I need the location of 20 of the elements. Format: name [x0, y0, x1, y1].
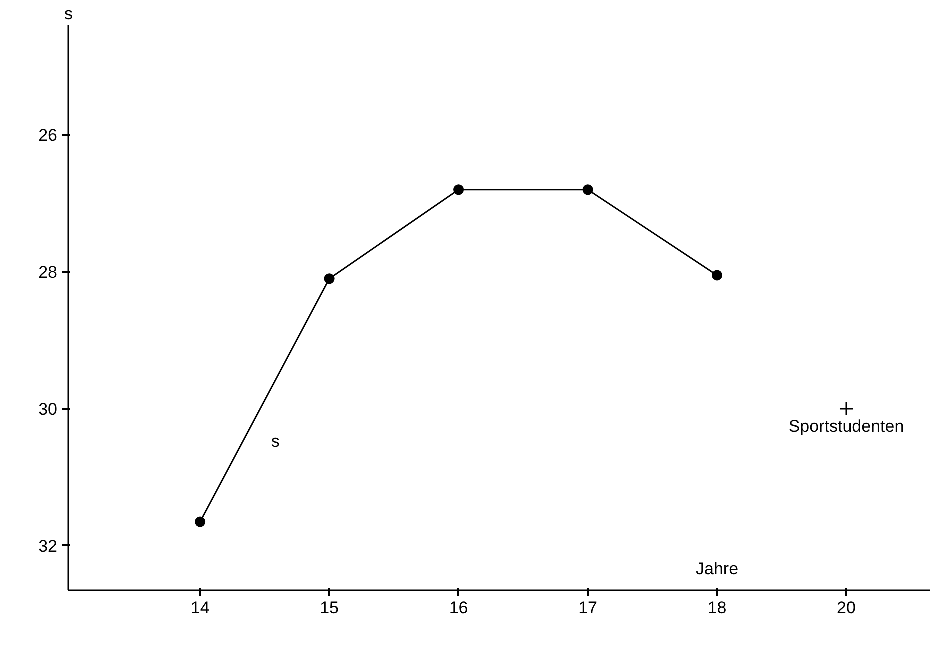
point [454, 184, 464, 196]
x-tick-label: 20 [837, 598, 856, 618]
y-axis-title: s [64, 4, 73, 24]
x-tick-label: 16 [449, 598, 468, 618]
x-tick-label: 17 [578, 598, 598, 618]
y-tick-label: 28 [38, 263, 58, 282]
y-tick-label: 30 [38, 400, 58, 420]
point [712, 270, 723, 281]
point [195, 516, 206, 528]
x-tick-label: 14 [190, 598, 210, 618]
point [324, 274, 335, 284]
point [582, 184, 594, 196]
y-tick-label: 32 [38, 536, 58, 556]
x-axis-title: Jahre [696, 560, 739, 578]
x-tick-label: 18 [708, 598, 727, 618]
point [839, 402, 854, 416]
series-label: s [271, 432, 280, 452]
x-tick-label: 15 [320, 598, 340, 618]
series-label: Sportstudenten [788, 417, 904, 436]
y-tick-label: 26 [38, 126, 58, 146]
